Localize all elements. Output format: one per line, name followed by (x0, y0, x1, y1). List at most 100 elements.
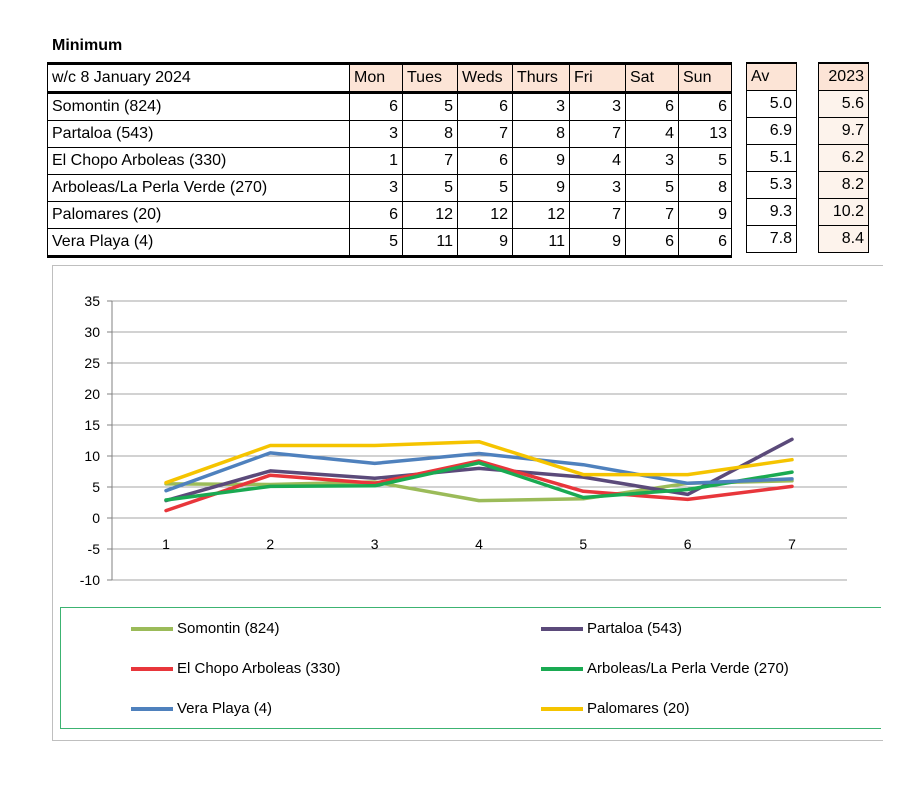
previous-year-header[interactable]: 2023 (818, 62, 869, 91)
series-line-2[interactable] (164, 459, 794, 513)
day-value-cell[interactable]: 9 (678, 201, 732, 229)
day-value-cell[interactable]: 6 (457, 92, 513, 121)
previous-year-cell[interactable]: 9.7 (818, 117, 869, 145)
day-header[interactable]: Weds (457, 62, 513, 94)
day-value-cell[interactable]: 3 (349, 120, 403, 148)
legend-item[interactable]: Somontin (824) (131, 620, 280, 637)
day-value-cell[interactable]: 5 (349, 228, 403, 258)
legend-swatch (541, 626, 583, 631)
day-value-cell[interactable]: 5 (678, 147, 732, 175)
y-tick-label: 5 (92, 479, 100, 495)
day-value-cell[interactable]: 6 (457, 147, 513, 175)
series-line-3[interactable] (164, 461, 794, 502)
average-cell[interactable]: 7.8 (746, 225, 797, 253)
chart-legend: Somontin (824) Partaloa (543) El Chopo Arb… (60, 607, 881, 729)
station-name[interactable]: Somontin (824) (47, 92, 350, 121)
day-value-cell[interactable]: 6 (678, 92, 732, 121)
x-tick-label: 2 (266, 536, 274, 552)
previous-year-cell[interactable]: 6.2 (818, 144, 869, 172)
day-value-cell[interactable]: 7 (569, 201, 626, 229)
table-header-row: w/c 8 January 2024 Mon Tues Weds Thurs F… (47, 62, 732, 94)
day-value-cell[interactable]: 3 (569, 174, 626, 202)
previous-year-cell[interactable]: 5.6 (818, 90, 869, 118)
day-value-cell[interactable]: 9 (512, 147, 570, 175)
day-value-cell[interactable]: 5 (402, 92, 458, 121)
legend-label: Vera Playa (4) (177, 700, 273, 717)
day-value-cell[interactable]: 8 (678, 174, 732, 202)
legend-swatch (131, 626, 173, 631)
day-value-cell[interactable]: 9 (512, 174, 570, 202)
table-row: Vera Playa (4) 5 11 9 11 9 6 6 (47, 228, 732, 258)
legend-swatch (541, 706, 583, 711)
week-label[interactable]: w/c 8 January 2024 (47, 62, 350, 94)
legend-label: Arboleas/La Perla Verde (270) (587, 660, 789, 677)
y-tick-label: 0 (92, 510, 100, 526)
day-value-cell[interactable]: 4 (625, 120, 679, 148)
y-tick-label: 25 (84, 355, 100, 371)
average-cell[interactable]: 5.1 (746, 144, 797, 172)
series-line-1[interactable] (164, 437, 794, 503)
legend-label: El Chopo Arboleas (330) (177, 660, 341, 677)
day-value-cell[interactable]: 1 (349, 147, 403, 175)
legend-item[interactable]: Vera Playa (4) (131, 700, 272, 717)
day-value-cell[interactable]: 11 (402, 228, 458, 258)
day-value-cell[interactable]: 12 (402, 201, 458, 229)
y-tick-label: -5 (88, 541, 101, 557)
average-cell[interactable]: 6.9 (746, 117, 797, 145)
day-header[interactable]: Thurs (512, 62, 570, 94)
legend-label: Partaloa (543) (587, 620, 683, 637)
legend-label: Palomares (20) (587, 700, 690, 717)
day-header[interactable]: Sun (678, 62, 732, 94)
day-value-cell[interactable]: 9 (569, 228, 626, 258)
station-name[interactable]: Partaloa (543) (47, 120, 350, 148)
day-value-cell[interactable]: 6 (625, 228, 679, 258)
day-value-cell[interactable]: 7 (457, 120, 513, 148)
legend-item[interactable]: Partaloa (543) (541, 620, 682, 637)
y-tick-label: 35 (84, 293, 100, 309)
day-value-cell[interactable]: 6 (349, 201, 403, 229)
x-tick-label: 1 (162, 536, 170, 552)
average-header[interactable]: Av (746, 62, 797, 91)
previous-year-cell[interactable]: 8.2 (818, 171, 869, 199)
previous-year-table: 2023 5.6 9.7 6.2 8.2 10.2 8.4 (818, 62, 869, 253)
average-table: Av 5.0 6.9 5.1 5.3 9.3 7.8 (746, 62, 797, 253)
sheet-title: Minimum (52, 37, 123, 54)
table-row: Partaloa (543) 3 8 7 8 7 4 13 (47, 120, 732, 148)
day-header[interactable]: Fri (569, 62, 626, 94)
day-value-cell[interactable]: 7 (402, 147, 458, 175)
day-value-cell[interactable]: 5 (625, 174, 679, 202)
day-header[interactable]: Tues (402, 62, 458, 94)
series-line-4[interactable] (164, 451, 794, 493)
day-value-cell[interactable]: 11 (512, 228, 570, 258)
legend-label: Somontin (824) (177, 620, 280, 637)
legend-item[interactable]: Palomares (20) (541, 700, 690, 717)
average-cell[interactable]: 9.3 (746, 198, 797, 226)
legend-item[interactable]: Arboleas/La Perla Verde (270) (541, 660, 789, 677)
day-value-cell[interactable]: 3 (569, 92, 626, 121)
minimum-table: w/c 8 January 2024 Mon Tues Weds Thurs F… (47, 62, 732, 258)
day-value-cell[interactable]: 5 (457, 174, 513, 202)
day-value-cell[interactable]: 12 (457, 201, 513, 229)
day-value-cell[interactable]: 7 (625, 201, 679, 229)
previous-year-cell[interactable]: 8.4 (818, 225, 869, 253)
x-tick-label: 4 (475, 536, 483, 552)
x-tick-label: 5 (579, 536, 587, 552)
day-value-cell[interactable]: 6 (625, 92, 679, 121)
legend-swatch (131, 666, 173, 671)
legend-item[interactable]: El Chopo Arboleas (330) (131, 660, 340, 677)
day-value-cell[interactable]: 6 (349, 92, 403, 121)
average-cell[interactable]: 5.0 (746, 90, 797, 118)
series-line-5[interactable] (164, 439, 794, 485)
day-value-cell[interactable]: 13 (678, 120, 732, 148)
day-value-cell[interactable]: 6 (678, 228, 732, 258)
average-cell[interactable]: 5.3 (746, 171, 797, 199)
table-row: Arboleas/La Perla Verde (270) 3 5 5 9 3 5 8 (47, 174, 732, 202)
day-header[interactable]: Sat (625, 62, 679, 94)
station-name[interactable]: Vera Playa (4) (47, 228, 350, 258)
y-tick-label: 20 (84, 386, 100, 402)
day-value-cell[interactable]: 9 (457, 228, 513, 258)
day-value-cell[interactable]: 3 (625, 147, 679, 175)
station-name[interactable]: Arboleas/La Perla Verde (270) (47, 174, 350, 202)
day-value-cell[interactable]: 4 (569, 147, 626, 175)
